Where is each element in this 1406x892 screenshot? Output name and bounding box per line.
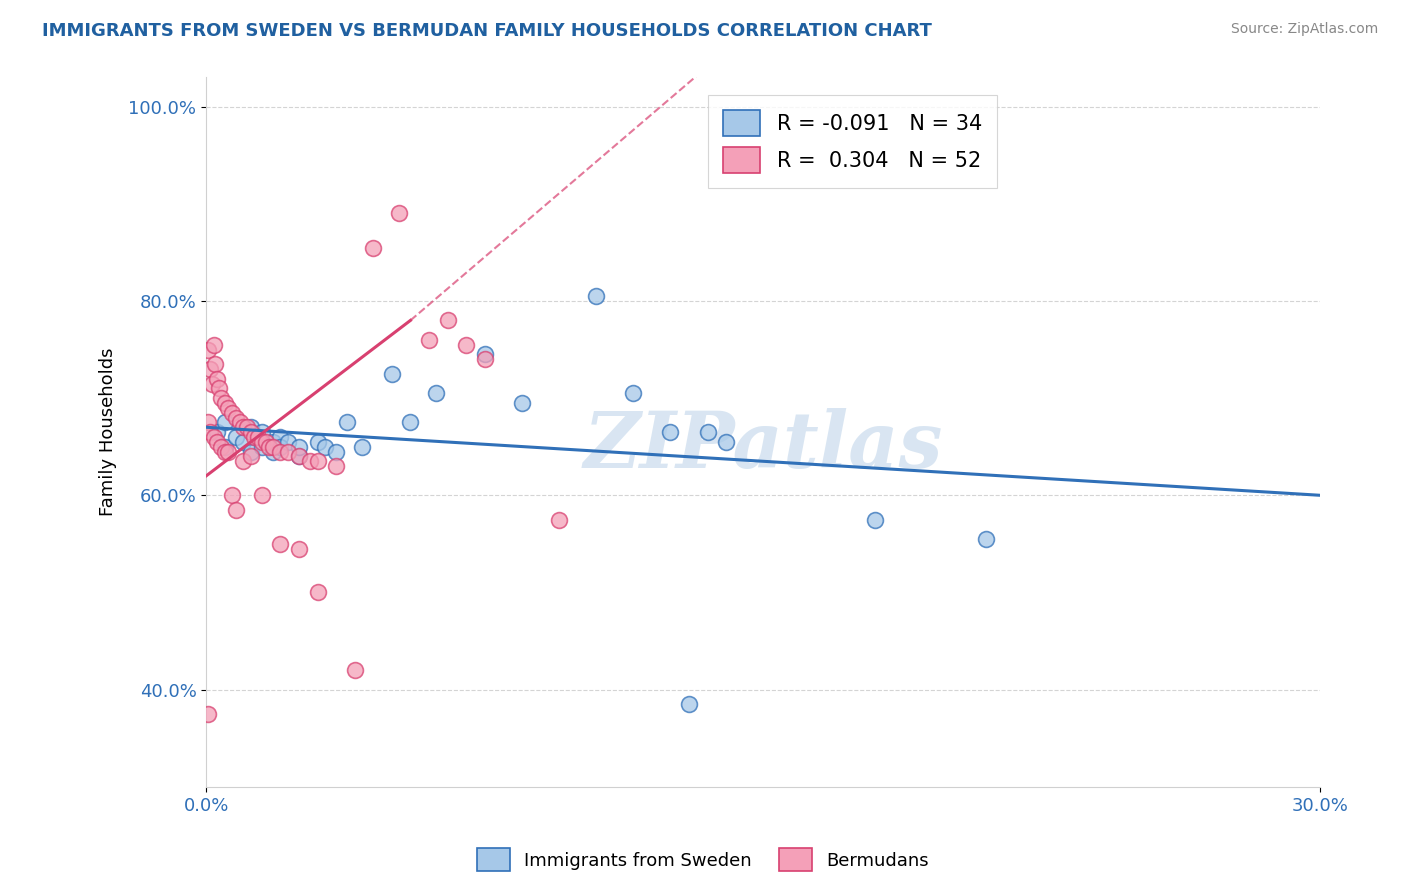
Point	[863, 513, 886, 527]
Point	[239, 420, 262, 434]
Text: Source: ZipAtlas.com: Source: ZipAtlas.com	[1230, 22, 1378, 37]
Point	[436, 313, 458, 327]
Point	[474, 347, 496, 361]
Point	[659, 425, 682, 439]
Point	[425, 386, 447, 401]
Point	[201, 376, 224, 391]
Point	[214, 444, 236, 458]
Point	[232, 420, 254, 434]
Point	[225, 410, 247, 425]
Point	[325, 444, 347, 458]
Point	[277, 444, 299, 458]
Point	[204, 357, 226, 371]
Point	[314, 440, 336, 454]
Point	[696, 425, 718, 439]
Point	[388, 206, 411, 220]
Point	[399, 416, 422, 430]
Point	[247, 430, 270, 444]
Point	[218, 401, 240, 415]
Point	[197, 416, 219, 430]
Point	[202, 430, 225, 444]
Point	[714, 434, 737, 449]
Point	[456, 337, 478, 351]
Point	[207, 372, 229, 386]
Point	[225, 503, 247, 517]
Point	[343, 663, 366, 677]
Point	[277, 434, 299, 449]
Point	[225, 430, 247, 444]
Point	[269, 537, 291, 551]
Point	[307, 434, 329, 449]
Point	[269, 430, 291, 444]
Point	[288, 440, 311, 454]
Point	[548, 513, 571, 527]
Point	[585, 289, 607, 303]
Y-axis label: Family Households: Family Households	[100, 348, 117, 516]
Point	[214, 440, 236, 454]
Text: ZIPatlas: ZIPatlas	[583, 408, 943, 484]
Point	[209, 440, 232, 454]
Point	[288, 450, 311, 464]
Point	[239, 425, 262, 439]
Point	[207, 425, 229, 439]
Point	[221, 488, 243, 502]
Point	[336, 416, 359, 430]
Point	[232, 434, 254, 449]
Point	[221, 406, 243, 420]
Point	[239, 450, 262, 464]
Point	[197, 706, 219, 721]
Point	[218, 444, 240, 458]
Point	[363, 240, 385, 254]
Point	[250, 488, 273, 502]
Point	[288, 450, 311, 464]
Point	[510, 396, 533, 410]
Point	[974, 532, 997, 546]
Point	[269, 440, 291, 454]
Point	[202, 337, 225, 351]
Point	[307, 585, 329, 599]
Text: IMMIGRANTS FROM SWEDEN VS BERMUDAN FAMILY HOUSEHOLDS CORRELATION CHART: IMMIGRANTS FROM SWEDEN VS BERMUDAN FAMIL…	[42, 22, 932, 40]
Point	[621, 386, 644, 401]
Point	[214, 416, 236, 430]
Legend: R = -0.091   N = 34, R =  0.304   N = 52: R = -0.091 N = 34, R = 0.304 N = 52	[709, 95, 997, 188]
Point	[250, 440, 273, 454]
Point	[197, 343, 219, 357]
Point	[232, 454, 254, 468]
Point	[325, 459, 347, 474]
Point	[259, 440, 281, 454]
Point	[299, 454, 322, 468]
Point	[381, 367, 404, 381]
Point	[474, 352, 496, 367]
Point	[250, 425, 273, 439]
Point	[243, 430, 266, 444]
Point	[239, 444, 262, 458]
Point	[198, 425, 221, 439]
Point	[262, 434, 284, 449]
Point	[262, 440, 284, 454]
Point	[228, 416, 250, 430]
Point	[269, 444, 291, 458]
Point	[262, 444, 284, 458]
Point	[214, 396, 236, 410]
Point	[208, 381, 231, 395]
Point	[678, 698, 700, 712]
Point	[307, 454, 329, 468]
Point	[418, 333, 440, 347]
Point	[250, 434, 273, 449]
Point	[288, 541, 311, 556]
Point	[254, 434, 277, 449]
Point	[198, 362, 221, 376]
Point	[209, 391, 232, 405]
Point	[236, 420, 259, 434]
Legend: Immigrants from Sweden, Bermudans: Immigrants from Sweden, Bermudans	[470, 841, 936, 879]
Point	[352, 440, 374, 454]
Point	[207, 434, 229, 449]
